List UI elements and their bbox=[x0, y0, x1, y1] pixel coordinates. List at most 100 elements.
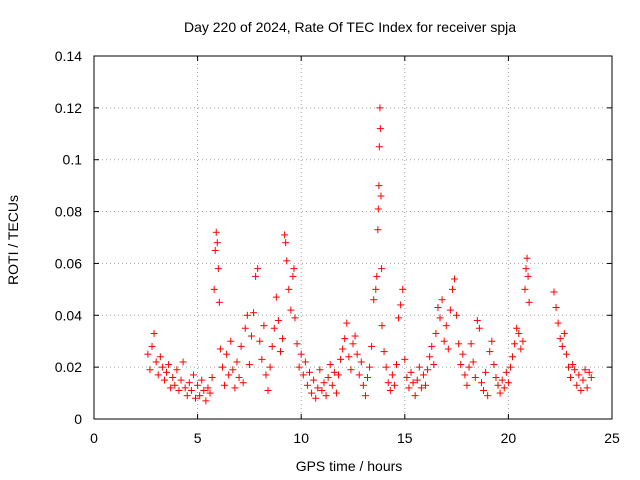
data-point bbox=[283, 257, 291, 265]
data-point bbox=[525, 298, 533, 306]
data-point bbox=[196, 392, 204, 400]
data-point bbox=[422, 381, 430, 389]
data-point bbox=[492, 374, 500, 382]
data-point bbox=[171, 381, 179, 389]
x-tick-label: 10 bbox=[293, 430, 309, 446]
data-point bbox=[287, 306, 295, 314]
data-point bbox=[434, 304, 442, 312]
data-point bbox=[208, 374, 216, 382]
data-point bbox=[198, 376, 206, 384]
data-point bbox=[322, 392, 330, 400]
data-point bbox=[301, 358, 309, 366]
y-tick-label: 0.06 bbox=[55, 255, 82, 271]
data-point bbox=[428, 342, 436, 350]
data-point bbox=[376, 125, 384, 133]
data-point bbox=[488, 337, 496, 345]
data-point bbox=[490, 361, 498, 369]
data-point bbox=[461, 371, 469, 379]
data-point bbox=[308, 389, 316, 397]
data-point bbox=[484, 392, 492, 400]
data-point bbox=[279, 335, 287, 343]
data-point bbox=[417, 384, 425, 392]
data-point bbox=[453, 311, 461, 319]
data-point bbox=[291, 314, 299, 322]
y-tick-label: 0.04 bbox=[55, 307, 82, 323]
data-point bbox=[353, 350, 361, 358]
data-point bbox=[471, 374, 479, 382]
data-point bbox=[467, 340, 475, 348]
data-point bbox=[349, 340, 357, 348]
data-point bbox=[204, 384, 212, 392]
data-point bbox=[181, 384, 189, 392]
data-point bbox=[227, 337, 235, 345]
data-point bbox=[202, 397, 210, 405]
data-point bbox=[585, 368, 593, 376]
data-point bbox=[382, 363, 390, 371]
data-point bbox=[235, 374, 243, 382]
data-point bbox=[502, 368, 510, 376]
data-point bbox=[473, 316, 481, 324]
data-point bbox=[200, 386, 208, 394]
data-point bbox=[337, 355, 345, 363]
data-point bbox=[522, 265, 530, 273]
data-point bbox=[407, 368, 415, 376]
data-point bbox=[247, 332, 255, 340]
data-point bbox=[268, 342, 276, 350]
data-point bbox=[579, 376, 587, 384]
data-point bbox=[455, 340, 463, 348]
data-point bbox=[372, 285, 380, 293]
data-point bbox=[213, 239, 221, 247]
data-point bbox=[266, 363, 274, 371]
y-tick-label: 0.12 bbox=[55, 100, 82, 116]
data-point bbox=[513, 324, 521, 332]
tick-layer: 0 5 10 15 20 25 0 0.02 0.04 0.06 0.08 0.1 0.12 0.14 bbox=[55, 48, 620, 446]
data-point bbox=[254, 265, 262, 273]
data-point bbox=[206, 389, 214, 397]
data-point bbox=[399, 285, 407, 293]
data-point bbox=[375, 143, 383, 151]
data-point bbox=[359, 381, 367, 389]
data-point bbox=[378, 265, 386, 273]
data-point bbox=[573, 381, 581, 389]
data-point bbox=[388, 371, 396, 379]
data-point bbox=[152, 358, 160, 366]
data-point bbox=[465, 363, 473, 371]
data-point bbox=[560, 329, 568, 337]
data-point bbox=[274, 316, 282, 324]
data-point bbox=[167, 384, 175, 392]
data-point bbox=[521, 285, 529, 293]
data-point bbox=[229, 366, 237, 374]
data-point bbox=[444, 345, 452, 353]
data-point bbox=[375, 182, 383, 190]
data-point bbox=[264, 386, 272, 394]
data-point bbox=[469, 358, 477, 366]
data-point bbox=[194, 381, 202, 389]
data-point bbox=[496, 389, 504, 397]
data-point bbox=[370, 296, 378, 304]
data-point bbox=[405, 384, 413, 392]
data-point bbox=[413, 376, 421, 384]
data-point bbox=[430, 361, 438, 369]
data-point bbox=[343, 319, 351, 327]
data-point bbox=[550, 288, 558, 296]
data-point bbox=[276, 348, 284, 356]
data-point bbox=[146, 366, 154, 374]
data-point bbox=[314, 384, 322, 392]
data-point bbox=[451, 275, 459, 283]
data-point bbox=[432, 329, 440, 337]
data-point bbox=[357, 358, 365, 366]
data-point bbox=[377, 192, 385, 200]
data-point bbox=[475, 324, 483, 332]
data-point bbox=[524, 272, 532, 280]
y-tick-label: 0 bbox=[74, 411, 82, 427]
data-point bbox=[509, 353, 517, 361]
data-point bbox=[177, 376, 185, 384]
points-layer bbox=[144, 104, 595, 405]
data-point bbox=[214, 265, 222, 273]
data-point bbox=[511, 340, 519, 348]
data-point bbox=[386, 386, 394, 394]
data-point bbox=[175, 386, 183, 394]
data-point bbox=[403, 374, 411, 382]
data-point bbox=[326, 361, 334, 369]
data-point bbox=[355, 371, 363, 379]
